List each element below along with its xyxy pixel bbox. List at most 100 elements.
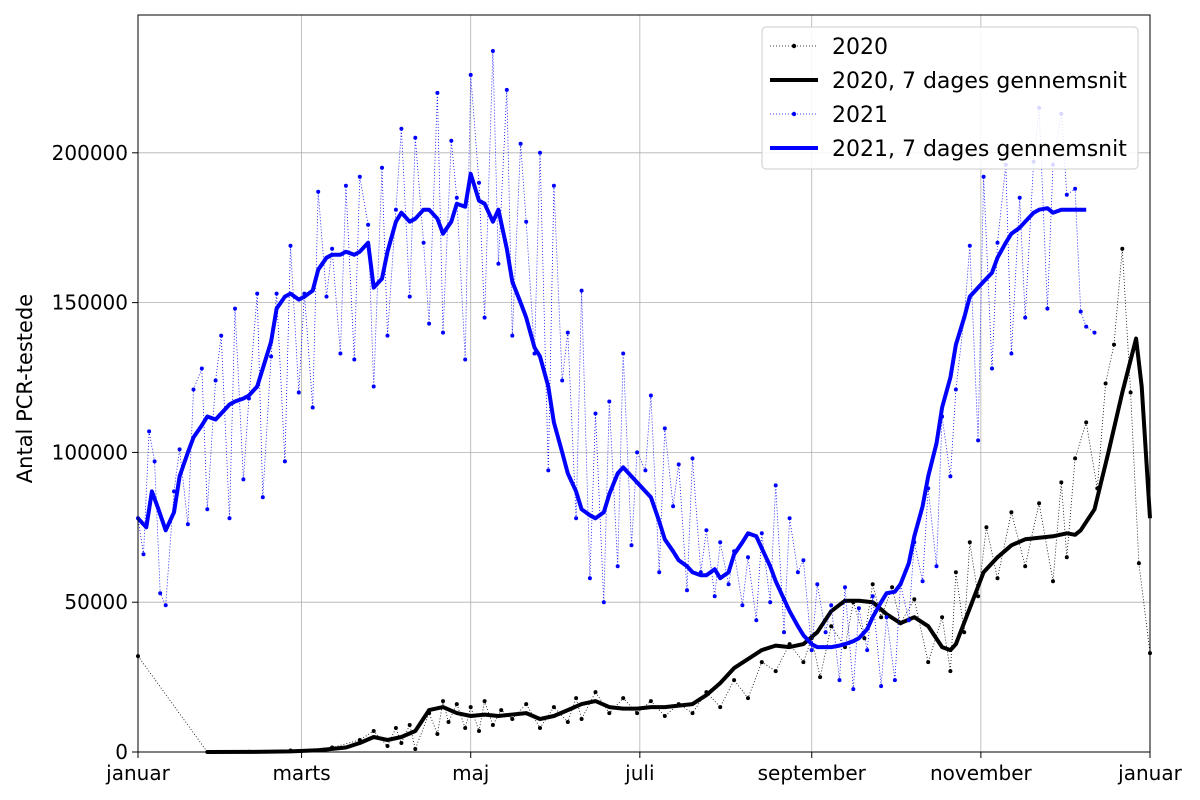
data-point-2021_daily — [976, 438, 981, 443]
data-point-2021_daily — [579, 288, 584, 293]
data-point-2021_daily — [482, 315, 487, 320]
data-point-2021_daily — [185, 522, 190, 527]
data-point-2020_daily — [818, 675, 823, 680]
data-point-2021_daily — [399, 126, 404, 131]
data-point-2021_daily — [310, 405, 315, 410]
data-point-2021_daily — [801, 558, 806, 563]
data-point-2021_daily — [648, 393, 653, 398]
data-point-2021_daily — [870, 594, 875, 599]
data-point-2020_daily — [976, 594, 981, 599]
data-point-2021_daily — [538, 150, 542, 155]
data-point-2020_daily — [393, 726, 398, 730]
data-point-2021_daily — [615, 564, 620, 569]
data-point-2021_daily — [565, 330, 570, 335]
data-point-2021_daily — [843, 585, 847, 590]
data-point-2021_daily — [233, 306, 237, 311]
data-point-2021_daily — [524, 219, 529, 224]
data-point-2021_daily — [768, 600, 773, 605]
data-point-2021_daily — [421, 240, 426, 245]
data-point-2020_daily — [579, 717, 584, 721]
data-point-2021_daily — [504, 87, 509, 92]
data-point-2021_daily — [981, 174, 986, 179]
data-point-2021_daily — [884, 615, 889, 620]
data-point-2020_daily — [890, 585, 895, 590]
legend-label: 2020, 7 dages gennemsnit — [832, 69, 1127, 94]
x-tick-label: november — [930, 761, 1033, 785]
data-point-2021_daily — [851, 687, 856, 692]
data-point-2021_daily — [643, 468, 648, 473]
data-point-2020_daily — [1112, 342, 1116, 347]
series-line-2020_daily — [137, 248, 1151, 753]
data-point-2021_daily — [1084, 324, 1089, 329]
x-tick-label: marts — [272, 761, 330, 785]
x-tick-label: januar — [1117, 761, 1182, 785]
data-point-2021_daily — [1092, 330, 1097, 335]
y-tick-label: 0 — [115, 740, 128, 764]
data-point-2021_daily — [352, 357, 357, 362]
data-point-2020_daily — [862, 636, 867, 641]
data-point-2021_daily — [177, 447, 182, 452]
data-point-2021_daily — [662, 426, 667, 431]
data-point-2021_daily — [587, 576, 592, 581]
y-axis-label: Antal PCR-testede — [13, 294, 37, 483]
data-point-2020_daily — [870, 582, 875, 587]
data-point-2020_daily — [948, 669, 953, 674]
data-point-2020_daily — [1037, 501, 1042, 506]
data-point-2021_daily — [773, 483, 778, 488]
y-tick-label: 150000 — [52, 291, 128, 315]
data-point-2021_daily — [435, 90, 440, 95]
data-point-2020_daily — [1103, 381, 1108, 386]
data-point-2020_daily — [1084, 420, 1089, 425]
data-point-2021_daily — [690, 456, 695, 461]
data-point-2020_daily — [538, 726, 542, 730]
data-point-2021_daily — [856, 606, 861, 611]
data-point-2021_daily — [934, 564, 939, 569]
data-point-2020_daily — [829, 624, 834, 629]
data-point-2021_daily — [260, 495, 265, 500]
data-point-2021_daily — [510, 333, 515, 338]
data-point-2020_daily — [1023, 564, 1028, 569]
data-point-2020_daily — [482, 699, 487, 704]
data-point-2021_daily — [477, 180, 481, 185]
data-point-2021_daily — [316, 189, 321, 194]
data-point-2021_daily — [671, 504, 676, 509]
data-point-2020_daily — [441, 699, 445, 704]
data-point-2020_daily — [499, 708, 504, 713]
data-point-2020_daily — [407, 723, 412, 727]
data-point-2020_daily — [1073, 456, 1078, 461]
data-point-2020_daily — [621, 696, 626, 701]
data-point-2020_daily — [984, 525, 989, 530]
data-point-2021_daily — [759, 531, 764, 536]
data-point-2021_daily — [413, 135, 418, 140]
data-point-2020_daily — [718, 705, 723, 710]
data-point-2021_daily — [463, 357, 468, 362]
data-point-2021_daily — [241, 477, 246, 482]
data-point-2021_daily — [449, 138, 454, 143]
data-point-2020_daily — [1128, 390, 1133, 395]
data-point-2020_daily — [773, 669, 778, 674]
data-point-2020_daily — [635, 711, 640, 716]
data-point-2021_daily — [1078, 309, 1083, 314]
legend-label: 2021, 7 dages gennemsnit — [832, 137, 1127, 162]
data-point-2021_daily — [995, 240, 1000, 245]
data-point-2021_daily — [607, 399, 612, 404]
data-point-2021_daily — [288, 243, 293, 248]
data-point-2021_daily — [823, 630, 828, 635]
data-point-2020_daily — [1059, 480, 1064, 485]
data-point-2021_daily — [441, 330, 445, 335]
legend: 2020 2020, 7 dages gennemsnit 2021 2021, 7 … — [761, 26, 1139, 170]
data-point-2020_daily — [962, 630, 967, 635]
data-point-2021_daily — [718, 540, 723, 545]
data-point-2021_daily — [324, 294, 329, 299]
data-point-2020_daily — [446, 720, 451, 724]
data-point-2021_daily — [601, 600, 606, 605]
data-point-2021_daily — [205, 507, 210, 512]
data-point-2020_daily — [690, 711, 695, 716]
data-point-2021_daily — [269, 354, 274, 359]
data-point-2021_daily — [829, 603, 834, 608]
data-point-2021_daily — [1009, 351, 1014, 356]
data-point-2021_daily — [837, 678, 842, 683]
data-point-2021_daily — [1023, 315, 1028, 320]
data-point-2021_daily — [560, 378, 565, 383]
x-tick-label: juli — [624, 761, 654, 785]
